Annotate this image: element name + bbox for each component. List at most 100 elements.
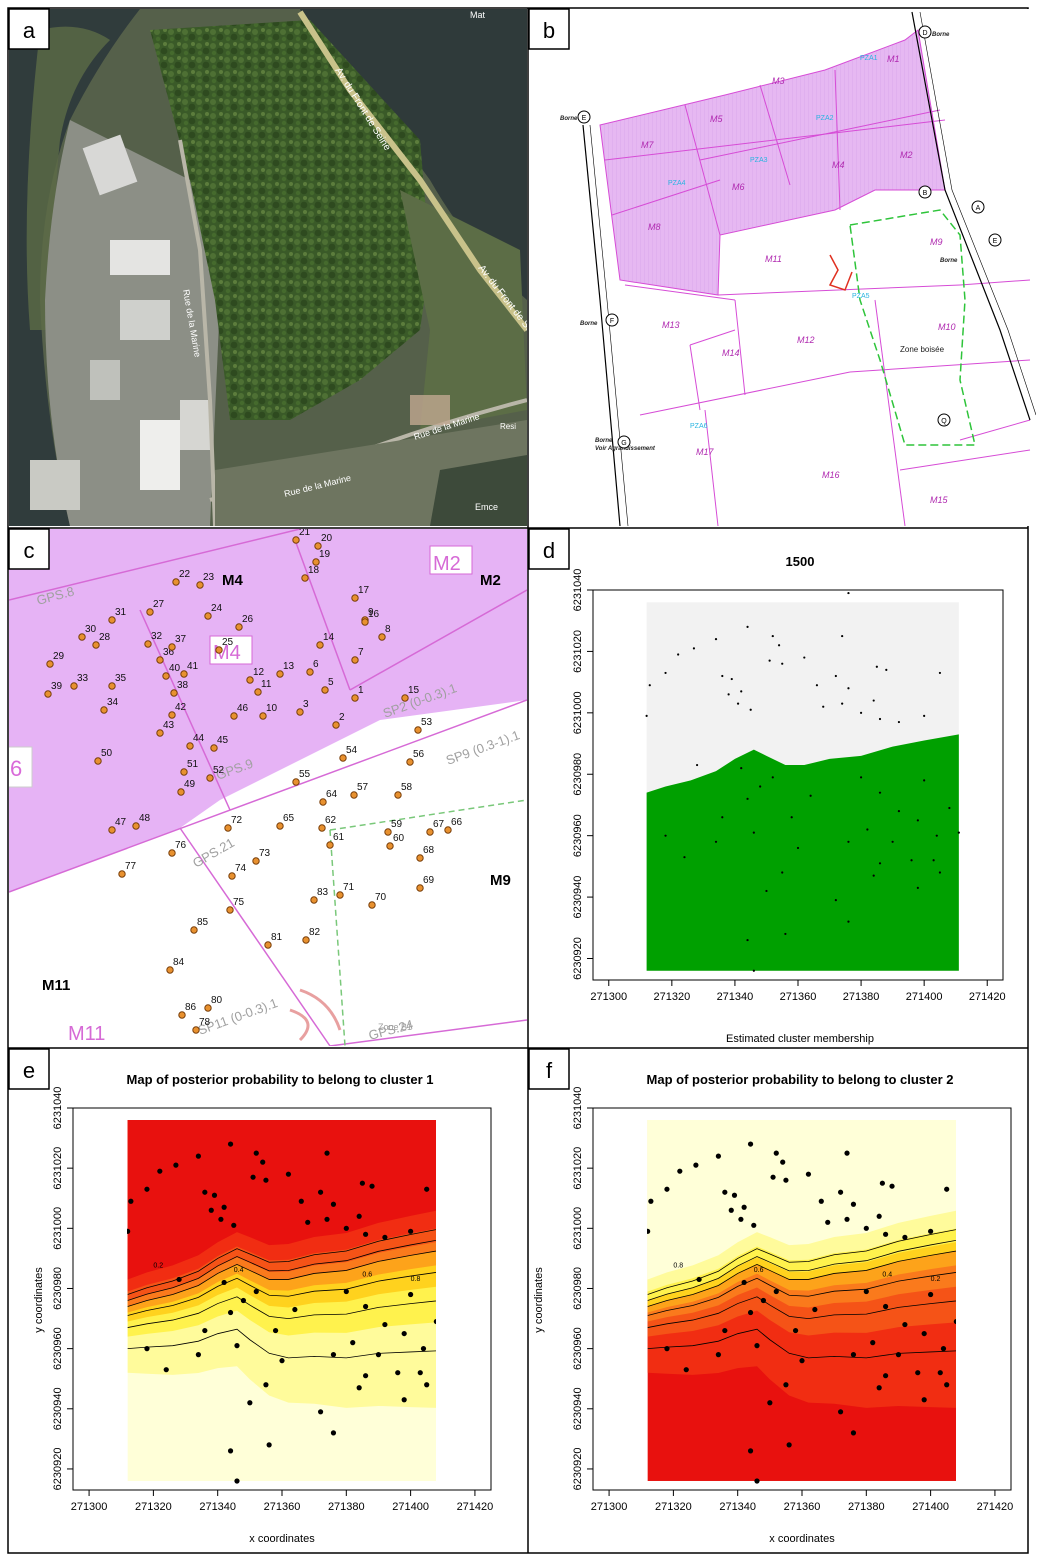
sampling-point-label: 60 xyxy=(393,833,405,844)
data-point xyxy=(208,1207,214,1213)
sampling-point xyxy=(204,1004,212,1012)
y-tick-label: 6231040 xyxy=(572,569,584,612)
sampling-point xyxy=(168,711,176,719)
y-tick-label: 6231000 xyxy=(52,1207,64,1250)
data-point xyxy=(382,1234,388,1240)
data-point xyxy=(195,1153,201,1159)
data-point xyxy=(792,1327,799,1334)
sampling-point-label: 52 xyxy=(213,765,225,776)
heat-band xyxy=(647,1120,956,1280)
data-point xyxy=(747,1309,754,1316)
parcel-label: M7 xyxy=(641,140,654,150)
sampling-point-label: 27 xyxy=(153,599,165,610)
x-tick-label: 271300 xyxy=(71,1501,108,1513)
sampling-point xyxy=(228,872,236,880)
sampling-point xyxy=(332,721,340,729)
data-point xyxy=(844,1216,850,1222)
data-point xyxy=(825,1219,831,1225)
y-tick-label: 6230960 xyxy=(52,1327,64,1370)
data-point xyxy=(780,1159,786,1165)
sampling-point-label: 74 xyxy=(235,863,247,874)
sampling-point-label: 54 xyxy=(346,745,358,756)
contour-line xyxy=(647,1328,956,1359)
data-point xyxy=(847,920,850,923)
x-tick-label: 271360 xyxy=(780,991,817,1003)
sampling-point xyxy=(94,757,102,765)
data-point xyxy=(938,871,942,874)
sampling-point-label: 70 xyxy=(375,892,387,903)
data-point xyxy=(746,625,749,628)
sampling-point-label: 29 xyxy=(53,651,65,662)
contour-line xyxy=(127,1250,436,1307)
sampling-point-label: 55 xyxy=(299,769,311,780)
x-tick-label: 271340 xyxy=(717,991,754,1003)
sampling-point xyxy=(350,791,358,799)
parcel-label: M13 xyxy=(662,320,680,330)
data-point xyxy=(773,1150,779,1156)
borne-label: Borne xyxy=(932,32,950,38)
sampling-point xyxy=(108,616,116,624)
contour-label: 0.8 xyxy=(673,1262,683,1269)
data-point xyxy=(231,1222,237,1228)
data-point xyxy=(815,684,819,687)
data-point xyxy=(664,834,667,837)
data-point xyxy=(363,1231,369,1237)
parcel-label: M6 xyxy=(732,182,745,192)
data-point xyxy=(408,1291,414,1298)
data-point xyxy=(730,677,733,681)
panel-letters: a b c d e f xyxy=(8,8,570,1090)
sampling-point-label: 8 xyxy=(385,624,391,635)
sampling-point-label: 53 xyxy=(421,717,433,728)
data-point xyxy=(786,1442,792,1448)
data-point xyxy=(736,702,740,705)
data-point xyxy=(253,1288,259,1295)
sampling-point xyxy=(118,870,126,878)
sampling-point xyxy=(156,729,164,737)
data-point xyxy=(876,1213,882,1219)
plot-d: 271300 271320 271340 271360 271380 271400 2714… xyxy=(572,569,1006,1003)
pza-label: PZA3 xyxy=(750,157,768,164)
pink-parcels-area xyxy=(599,29,946,296)
x-tick-label: 271340 xyxy=(719,1501,756,1513)
data-point xyxy=(263,1177,269,1183)
panel-letter: b xyxy=(543,18,555,43)
sampling-point-label: 17 xyxy=(358,585,370,596)
data-point xyxy=(770,1174,776,1180)
data-point xyxy=(921,1330,927,1337)
sampling-point-label: 20 xyxy=(321,533,333,544)
data-point xyxy=(722,1189,728,1195)
data-point xyxy=(740,767,743,770)
y-tick-label: 6231000 xyxy=(572,691,584,734)
data-point xyxy=(369,1183,375,1189)
contour-line xyxy=(127,1239,436,1301)
data-point xyxy=(279,1358,285,1364)
panel-c-sampling-points: 6 M4 M2 M9 M11 M11 M2 M4 GPS.8 GPS.9 GPS… xyxy=(9,529,527,1046)
data-point xyxy=(263,1382,269,1388)
data-point xyxy=(771,776,774,779)
sampling-point xyxy=(46,660,54,668)
x-tick-label: 271400 xyxy=(392,1501,429,1513)
sampling-point xyxy=(336,891,344,899)
data-point xyxy=(408,1228,414,1234)
data-point xyxy=(834,899,837,902)
data-point xyxy=(727,693,730,696)
data-point xyxy=(883,1231,889,1237)
y-tick-label: 6230960 xyxy=(572,1327,584,1370)
data-point xyxy=(401,1397,407,1403)
data-point xyxy=(227,1141,234,1147)
sampling-point-label: 39 xyxy=(51,681,63,692)
contour-line xyxy=(127,1328,436,1359)
contour-label: 0.4 xyxy=(234,1267,244,1274)
x-tick-label: 271400 xyxy=(912,1501,949,1513)
data-point xyxy=(916,886,919,889)
sampling-point xyxy=(108,682,116,690)
sampling-point xyxy=(168,849,176,857)
data-point xyxy=(781,662,784,665)
parcel-label: M15 xyxy=(930,495,949,505)
borne-label: Borne xyxy=(580,321,598,327)
data-point xyxy=(648,684,651,687)
sampling-point-label: 50 xyxy=(101,748,113,759)
chart-title: Map of posterior probability to belong t… xyxy=(127,1072,434,1087)
data-point xyxy=(715,1153,722,1159)
